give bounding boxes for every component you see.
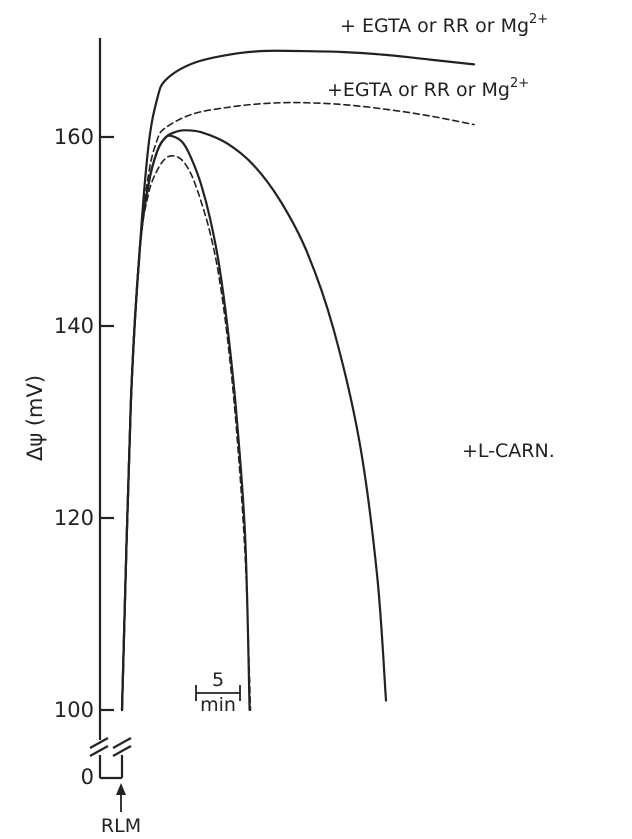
series-label-egta-solid: + EGTA or RR or Mg2+ (340, 12, 548, 37)
rlm-label: RLM (101, 815, 141, 837)
scale-bar-value: 5 (212, 669, 224, 691)
series-label-l-carn: +L-CARN. (462, 440, 555, 462)
series-label-egta-dashed-main: +EGTA or RR or Mg (327, 79, 510, 101)
series-label-egta-solid-sup: 2+ (529, 12, 548, 27)
scale-bar-unit: min (200, 694, 236, 716)
curve-egta-dashed (121, 101, 475, 711)
axis-break-mark-1 (89, 737, 109, 749)
curve-l-carn (120, 129, 388, 712)
series-label-egta-dashed: +EGTA or RR or Mg2+ (327, 76, 529, 101)
y-tick-label-100: 100 (54, 698, 94, 722)
axis-break-mark-3 (112, 737, 132, 749)
y-tick-label-120: 120 (54, 506, 94, 530)
series-group (120, 49, 476, 712)
axis-break-mark-2 (89, 745, 109, 757)
curve-egta-solid (120, 49, 476, 712)
y-tick-label-160: 160 (54, 125, 94, 149)
curve-control-dashed (121, 155, 252, 711)
axis-break-mark-4 (112, 745, 132, 757)
y-tick-label-140: 140 (54, 314, 94, 338)
series-label-egta-solid-main: + EGTA or RR or Mg (340, 15, 529, 37)
rlm-arrow-head (116, 783, 126, 795)
y-axis-label: Δψ (mV) (23, 375, 47, 461)
series-label-egta-dashed-sup: 2+ (510, 76, 529, 91)
y-tick-label-0: 0 (81, 765, 94, 789)
